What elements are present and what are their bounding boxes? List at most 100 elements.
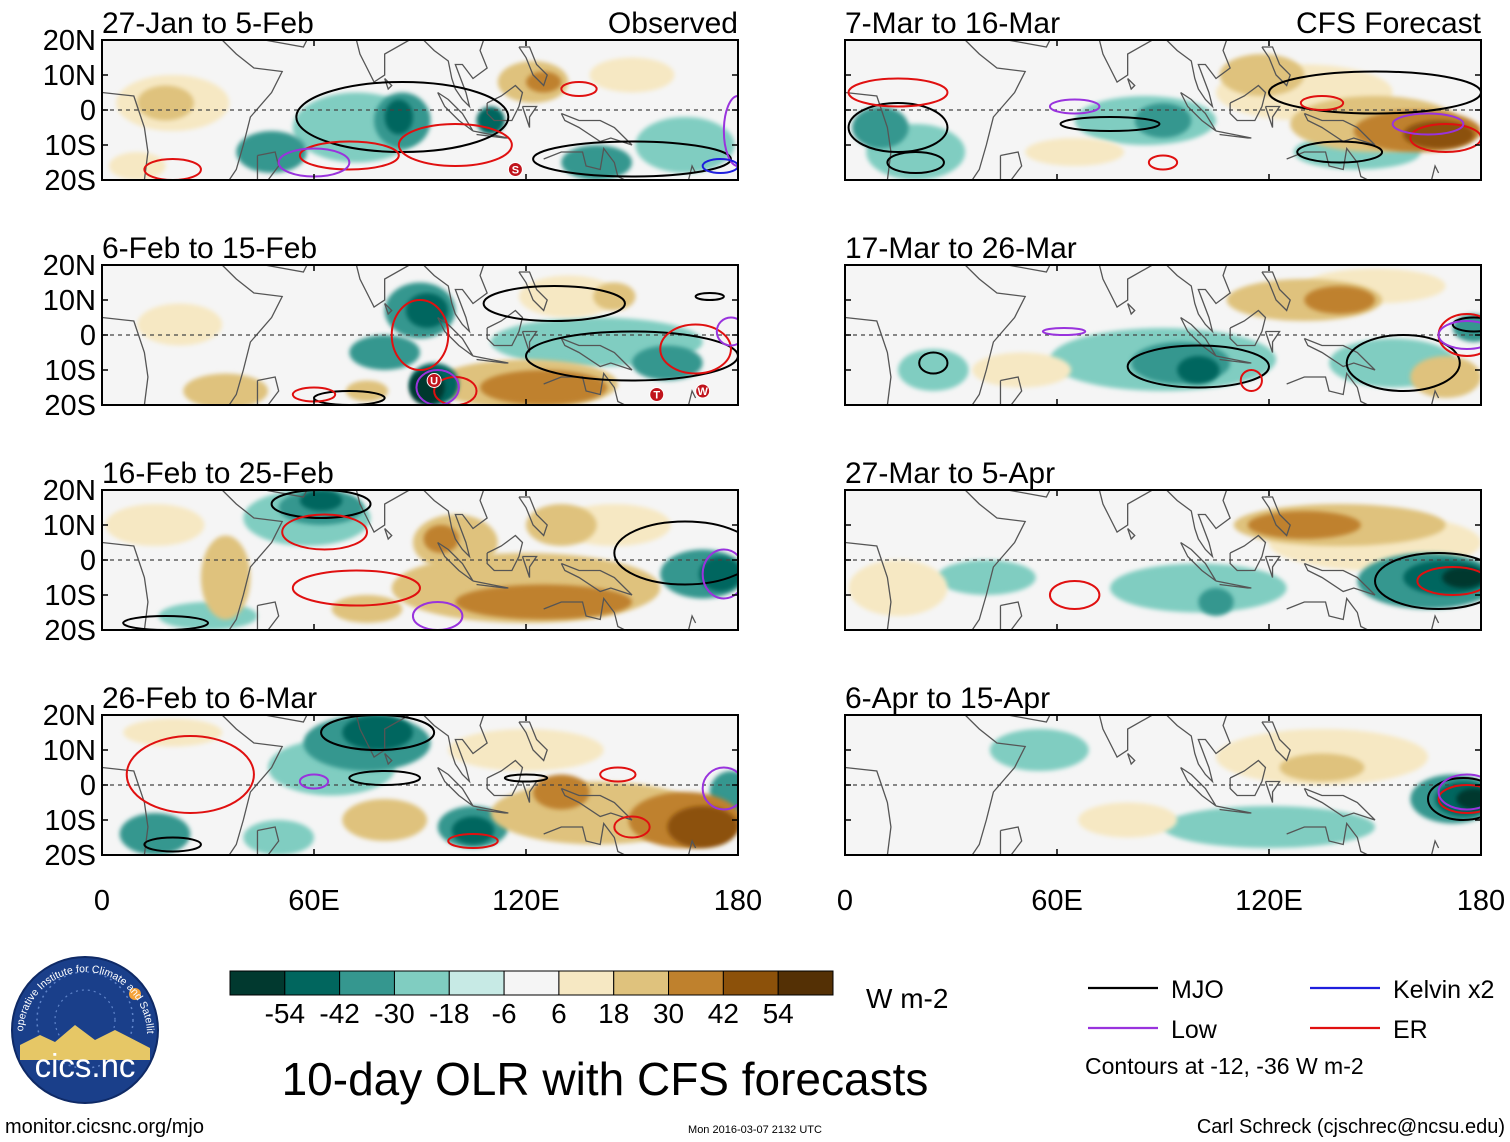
coastline: [1215, 580, 1252, 589]
contour-mjo: [313, 390, 386, 405]
coastline: [256, 601, 280, 630]
contour-low: [1041, 327, 1087, 336]
storm-marker: S: [507, 162, 523, 177]
coastline: [423, 490, 488, 559]
contour-er: [125, 735, 255, 814]
coastline: [1166, 715, 1231, 784]
olr-anomaly-blob: [448, 729, 604, 771]
y-tick-label: 10N: [43, 735, 96, 767]
contour-low: [1437, 320, 1481, 350]
coastline: [256, 826, 280, 855]
contour-er: [390, 299, 450, 371]
coastline: [338, 40, 410, 83]
olr-anomaly-blob: [299, 490, 343, 511]
coastline: [486, 84, 524, 122]
coastline: [999, 601, 1023, 630]
coastline: [264, 40, 308, 48]
coastline: [1166, 490, 1231, 559]
contour-mjo: [1296, 140, 1384, 164]
y-tick-label: 0: [80, 95, 96, 127]
panel-source-label: Observed: [608, 7, 738, 40]
olr-anomaly-blob: [898, 349, 969, 391]
panel-title: 27-Jan to 5-Feb: [102, 7, 314, 40]
storm-marker-dot: [695, 383, 711, 399]
olr-anomaly-blob: [243, 820, 314, 855]
colorbar-units: W m-2: [866, 983, 948, 1014]
figure-title: 10-day OLR with CFS forecasts: [282, 1053, 929, 1105]
coastline: [687, 164, 697, 180]
y-tick-label: 20N: [43, 700, 96, 732]
olr-anomaly-blob: [1410, 356, 1481, 398]
coastline: [1286, 371, 1369, 405]
x-tick-label: 0: [94, 885, 110, 917]
olr-anomaly-blob: [119, 813, 191, 855]
storm-marker: W: [695, 383, 711, 399]
footer-author: Carl Schreck (cjschrec@ncsu.edu): [1197, 1116, 1505, 1138]
coastline: [543, 821, 626, 855]
logo-ring-dots: [36, 971, 134, 1069]
coastline: [1007, 715, 1051, 723]
x-tick-label: 60E: [1031, 885, 1083, 917]
logo-text: cics.nc: [35, 1047, 136, 1084]
coastline: [1081, 715, 1153, 758]
coastline: [338, 265, 410, 308]
colorbar-tick-label: 6: [551, 998, 567, 1029]
panel-title: 26-Feb to 6-Mar: [102, 682, 317, 715]
coastline: [486, 309, 524, 347]
coastline: [964, 490, 1027, 630]
storm-marker-label: T: [653, 390, 660, 402]
coastline: [1264, 330, 1281, 353]
coastline: [384, 528, 393, 541]
coastline: [1286, 821, 1369, 855]
olr-anomaly-blob: [405, 293, 449, 328]
contour-er: [1437, 784, 1481, 814]
coastline: [1166, 40, 1231, 109]
coastline: [964, 715, 1027, 855]
olr-anomaly-blob: [451, 816, 495, 845]
coastline: [264, 265, 308, 273]
colorbar-swatch: [503, 970, 560, 996]
contour-er: [1048, 580, 1101, 610]
colorbar-swatch: [229, 970, 286, 996]
coastline: [1166, 265, 1231, 334]
x-tick-label: 60E: [288, 885, 340, 917]
colorbar-swatch: [393, 970, 450, 996]
coastline: [1215, 355, 1252, 364]
coastline: [560, 787, 633, 821]
coastline: [1081, 40, 1153, 83]
coastline: [1430, 839, 1440, 855]
olr-anomaly-blob: [423, 525, 459, 553]
coastline: [845, 541, 892, 630]
storm-marker-dot: [426, 373, 442, 388]
coastline: [1261, 496, 1291, 537]
wave-legend: MJO Kelvin x2 Low ER Contours at -12, -36 W …: [1085, 976, 1494, 1079]
footer-timestamp: Mon 2016-03-07 2132 UTC: [688, 1124, 822, 1136]
coastline: [1430, 389, 1440, 405]
legend-label: MJO: [1171, 976, 1224, 1004]
storm-marker: T: [649, 387, 665, 402]
olr-anomaly-blob: [1279, 753, 1365, 782]
olr-anomaly-blob: [1247, 511, 1361, 539]
coastline: [560, 337, 633, 371]
olr-anomaly-blob: [137, 85, 194, 121]
coastline: [256, 376, 280, 405]
y-tick-label: 10S: [44, 130, 96, 162]
x-tick-label: 180: [1457, 885, 1505, 917]
coastline: [423, 40, 488, 109]
olr-anomaly-blob: [384, 99, 413, 135]
coastline: [1229, 759, 1267, 797]
panel-title: 6-Feb to 15-Feb: [102, 232, 317, 265]
y-tick-label: 20S: [44, 840, 96, 872]
coastline: [338, 490, 410, 533]
colorbar-swatch: [613, 970, 670, 996]
x-tick-label: 120E: [1235, 885, 1303, 917]
coastline: [543, 146, 626, 180]
contour-er: [281, 513, 369, 551]
olr-anomaly-blob: [1442, 567, 1481, 588]
coastline: [999, 151, 1023, 180]
colorbar-tick-label: -6: [492, 998, 517, 1029]
map-layers: U T W: [102, 265, 738, 405]
coastline: [1007, 490, 1051, 498]
